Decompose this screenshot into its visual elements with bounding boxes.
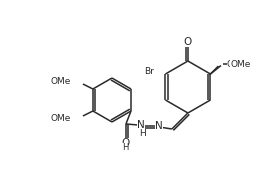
Text: H: H: [140, 129, 146, 138]
Text: O: O: [184, 37, 192, 47]
Text: Br: Br: [145, 67, 154, 76]
Text: H: H: [122, 143, 128, 152]
Text: N: N: [155, 121, 163, 131]
Text: O: O: [122, 138, 130, 148]
Text: N: N: [137, 120, 145, 130]
Text: OMe: OMe: [50, 114, 71, 124]
Text: OMe: OMe: [50, 77, 71, 86]
Text: O: O: [227, 59, 234, 68]
Text: OMe: OMe: [230, 59, 251, 68]
